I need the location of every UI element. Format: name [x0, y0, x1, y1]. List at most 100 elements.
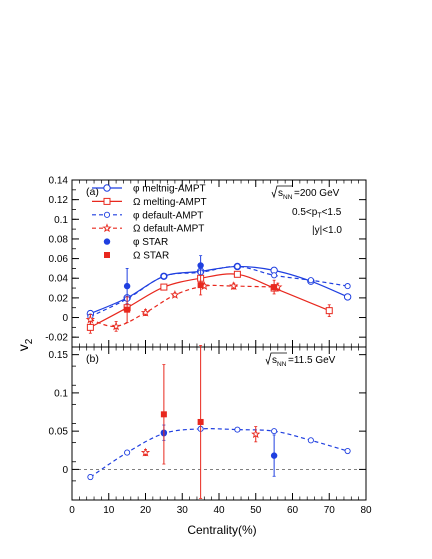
y-tick-label: 0.12 [49, 195, 69, 206]
x-tick-label: 80 [360, 505, 372, 516]
legend: φ meltnig-AMPT Ω melting-AMPT φ default-AM… [92, 184, 207, 262]
marker-open-circle [271, 272, 278, 279]
marker-open-circle [234, 426, 241, 433]
panel-label: (a) [86, 186, 99, 198]
marker-open-circle [124, 449, 131, 456]
energy-value: =200 GeV [294, 188, 340, 199]
legend-label: Ω STAR [133, 251, 169, 262]
marker-open-square [233, 270, 241, 278]
x-tick-label: 50 [250, 505, 262, 516]
marker-open-star [85, 314, 96, 324]
marker-open-circle [103, 184, 111, 192]
x-tick-label: 20 [140, 505, 152, 516]
energy-annotation: s NN =11.5 GeV [265, 352, 336, 368]
marker-open-circle [234, 263, 241, 270]
marker-filled-circle [123, 282, 131, 290]
marker-open-star [140, 447, 151, 457]
x-tick-label: 0 [69, 505, 75, 516]
marker-filled-square [197, 282, 204, 289]
marker-filled-circle [270, 452, 278, 459]
marker-open-star [140, 307, 151, 317]
sqrt-subscript: NN [277, 361, 287, 368]
plot-frame [71, 346, 367, 501]
series-4 [85, 281, 283, 332]
marker-open-circle [307, 277, 314, 284]
x-tick-label: 40 [213, 505, 225, 516]
series-line [90, 284, 278, 328]
energy-annotation: s NN =200 GeV [271, 185, 340, 201]
marker-open-star [170, 290, 180, 299]
marker-open-square [103, 197, 111, 205]
x-axis-title: Centrality(%) [187, 523, 256, 537]
legend-label: Ω default-AMPT [133, 224, 204, 235]
y-tick-label: 0.02 [49, 293, 69, 304]
y-tick-label: 0.05 [49, 427, 69, 438]
legend-entry: Ω melting-AMPT [92, 197, 207, 208]
y-tick-label: 0.04 [49, 274, 69, 285]
y-tick-label: 0.15 [49, 350, 69, 361]
y-tick-label: 0.1 [54, 215, 68, 226]
marker-open-circle [160, 273, 167, 280]
legend-label: φ STAR [133, 237, 168, 248]
marker-open-circle [87, 473, 94, 481]
x-tick-label: 60 [287, 505, 299, 516]
marker-filled-square [104, 252, 110, 258]
y-tick-label: 0 [62, 313, 68, 324]
marker-open-star [102, 223, 112, 233]
panel-label: (b) [86, 353, 99, 365]
sqrt-s: s [278, 188, 283, 199]
marker-open-star [111, 321, 121, 331]
marker-open-star [251, 429, 261, 439]
series-4 [160, 345, 204, 499]
legend-entry: Ω default-AMPT [92, 223, 204, 235]
y-tick-label: 0.08 [49, 234, 69, 245]
series-6 [124, 274, 278, 323]
panel-b: 0 0.05 0.1 0.15 (b) s NN =11.5 GeV [49, 345, 367, 501]
y-tick-label: -0.02 [45, 333, 68, 344]
marker-open-square [160, 283, 168, 291]
series-2 [140, 426, 261, 457]
sqrt-sign [271, 185, 293, 199]
energy-value: =11.5 GeV [288, 355, 336, 366]
y-tick-label: 0 [62, 465, 68, 476]
marker-open-circle [307, 437, 314, 444]
legend-entry: φ default-AMPT [92, 210, 203, 221]
y-tick-label: 0.06 [49, 254, 69, 265]
legend-entry: φ meltnig-AMPT [92, 184, 206, 195]
cuts-annotation: 0.5<pT<1.5 |y|<1.0 [292, 207, 342, 236]
marker-open-square [325, 307, 333, 315]
cut-pt: 0.5<pT<1.5 [292, 207, 342, 220]
y-tick-label: 0.14 [49, 176, 69, 187]
marker-open-circle [343, 293, 352, 301]
sqrt-s: s [272, 355, 277, 366]
series-1 [87, 425, 351, 481]
marker-open-star [229, 281, 239, 291]
series-line [90, 428, 348, 478]
x-tick-label: 10 [103, 505, 115, 516]
sqrt-subscript: NN [283, 194, 293, 201]
legend-entry: φ STAR [103, 237, 168, 248]
marker-filled-square [271, 284, 278, 291]
legend-label: φ meltnig-AMPT [133, 184, 206, 195]
marker-filled-circle [103, 238, 111, 245]
legend-label: φ default-AMPT [133, 210, 203, 221]
series-line [90, 265, 348, 318]
sqrt-sign [265, 352, 287, 366]
marker-filled-square [160, 411, 167, 418]
y-axis-title: v2 [15, 338, 35, 351]
marker-open-square [86, 323, 94, 331]
x-tick-label: 70 [324, 505, 336, 516]
shared-axes: 0 10 20 30 40 50 60 70 80 Centrality(%) v2 [15, 338, 372, 537]
y-tick-label: 0.1 [54, 388, 68, 399]
marker-open-circle [103, 211, 111, 218]
x-tick-label: 30 [177, 505, 189, 516]
marker-open-circle [344, 283, 351, 290]
legend-label: Ω melting-AMPT [133, 197, 207, 208]
panel-a: -0.02 0 0.02 0.04 0.06 0.08 0.1 0.12 0.14 (a) s NN =… [45, 176, 367, 348]
marker-open-circle [271, 428, 278, 435]
marker-filled-circle [197, 262, 204, 269]
marker-open-circle [344, 447, 351, 455]
marker-filled-square [197, 418, 204, 425]
legend-entry: Ω STAR [104, 251, 169, 262]
